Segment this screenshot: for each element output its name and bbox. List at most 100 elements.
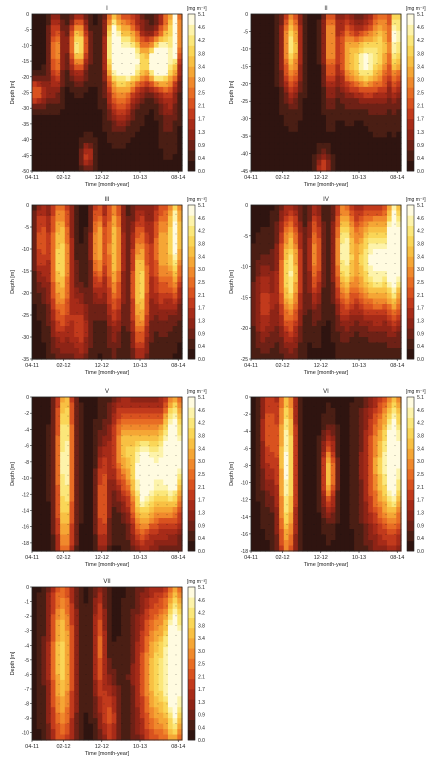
heatmap-cell — [293, 131, 299, 138]
heatmap-cell — [293, 75, 299, 82]
heatmap-cell — [130, 114, 136, 122]
heatmap-cell — [32, 58, 38, 66]
heatmap-cell — [255, 337, 261, 344]
heatmap-cell — [60, 271, 66, 278]
heatmap-cell — [139, 353, 146, 360]
heatmap-cell — [41, 326, 47, 333]
heatmap-cell — [321, 92, 327, 99]
heatmap-cell — [78, 342, 85, 349]
heatmap-cell — [111, 114, 117, 122]
heatmap-cell — [358, 154, 365, 161]
heatmap-cell — [64, 523, 71, 530]
heatmap-cell — [107, 298, 113, 305]
heatmap-cell — [172, 249, 178, 256]
heatmap-cell — [274, 14, 280, 21]
heatmap-cell — [83, 271, 89, 278]
heatmap-cell — [97, 159, 103, 166]
heatmap-cell — [321, 221, 327, 228]
heatmap-cell — [335, 14, 341, 21]
sample-point — [49, 263, 51, 264]
heatmap-cell — [97, 260, 103, 267]
heatmap-cell — [177, 148, 183, 155]
heatmap-cell — [60, 441, 66, 448]
heatmap-cell — [288, 298, 294, 305]
heatmap-cell — [363, 249, 369, 256]
heatmap-cell — [32, 25, 38, 32]
heatmap-cell — [283, 205, 290, 212]
heatmap-cell — [83, 86, 89, 94]
sample-point — [175, 143, 177, 145]
heatmap-cell — [274, 75, 280, 82]
heatmap-cell — [354, 304, 360, 311]
heatmap-cell — [358, 165, 365, 172]
heatmap-cell — [391, 53, 397, 60]
heatmap-cell — [349, 14, 355, 21]
sample-point — [49, 43, 51, 44]
sample-point — [103, 73, 105, 75]
heatmap-cell — [302, 75, 308, 82]
sample-point — [358, 93, 360, 95]
heatmap-cell — [316, 342, 322, 349]
heatmap-cell — [316, 315, 322, 322]
heatmap-cell — [125, 137, 132, 144]
heatmap-cell — [92, 315, 99, 322]
heatmap-cell — [83, 342, 89, 349]
heatmap-cell — [297, 342, 304, 349]
heatmap-cell — [97, 320, 103, 327]
heatmap-cell — [335, 348, 341, 355]
sample-point — [157, 123, 159, 125]
heatmap-cell — [55, 58, 61, 66]
heatmap-cell — [69, 331, 75, 338]
heatmap-cell — [172, 243, 178, 250]
heatmap-cell — [321, 25, 327, 32]
heatmap-cell — [116, 81, 122, 88]
sample-point — [58, 282, 60, 284]
heatmap-cell — [36, 518, 42, 525]
heatmap-cell — [92, 221, 99, 228]
heatmap-cell — [50, 463, 57, 470]
heatmap-cell — [69, 545, 75, 552]
heatmap-cell — [125, 25, 132, 32]
sample-point — [322, 63, 324, 65]
heatmap-cell — [316, 148, 322, 155]
sample-point — [121, 312, 123, 314]
heatmap-cell — [74, 348, 80, 355]
heatmap-cell — [32, 485, 38, 492]
sample-point — [304, 322, 306, 324]
sample-point — [385, 133, 387, 135]
heatmap-cell — [60, 529, 66, 536]
heatmap-cell — [36, 81, 42, 88]
panel-title: III — [104, 197, 109, 203]
heatmap-cell — [283, 114, 290, 122]
heatmap-cell — [78, 92, 85, 99]
sample-point — [349, 123, 351, 125]
heatmap-cell — [111, 331, 117, 338]
sample-point — [385, 213, 387, 215]
heatmap-cell — [368, 265, 374, 272]
heatmap-cell — [64, 342, 71, 349]
heatmap-cell — [32, 523, 38, 530]
sample-point — [295, 292, 297, 294]
sample-point — [331, 332, 333, 333]
heatmap-cell — [92, 254, 99, 261]
heatmap-cell — [153, 232, 160, 239]
heatmap-cell — [340, 293, 346, 300]
heatmap-cell — [144, 210, 150, 217]
heatmap-cell — [107, 353, 113, 360]
heatmap-cell — [97, 298, 103, 305]
sample-point — [94, 63, 96, 65]
heatmap-cell — [330, 142, 336, 150]
heatmap-cell — [64, 485, 71, 492]
heatmap-cell — [50, 402, 57, 409]
sample-point — [58, 263, 60, 264]
heatmap-cell — [368, 210, 374, 217]
heatmap-cell — [251, 98, 257, 105]
heatmap-cell — [251, 304, 257, 311]
sample-point — [349, 322, 351, 324]
sample-point — [103, 263, 105, 264]
x-tick-label: 10-13 — [133, 175, 147, 181]
heatmap-cell — [177, 205, 183, 212]
heatmap-cell — [116, 137, 122, 144]
heatmap-cell — [177, 154, 183, 161]
heatmap-cell — [83, 36, 89, 43]
